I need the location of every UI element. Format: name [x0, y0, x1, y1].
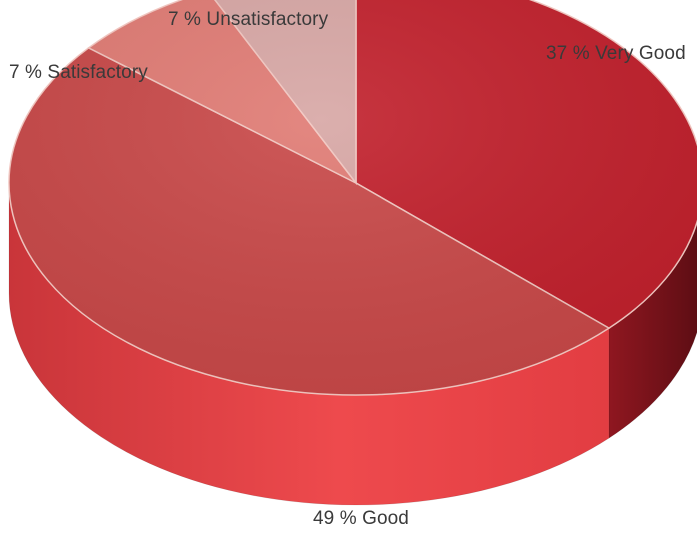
- slice-label-unsatisfactory: 7 % Unsatisfactory: [168, 9, 329, 30]
- slice-label-good: 49 % Good: [313, 508, 409, 529]
- slice-label-very-good: 37 % Very Good: [546, 43, 686, 64]
- slice-label-satisfactory: 7 % Satisfactory: [9, 62, 148, 83]
